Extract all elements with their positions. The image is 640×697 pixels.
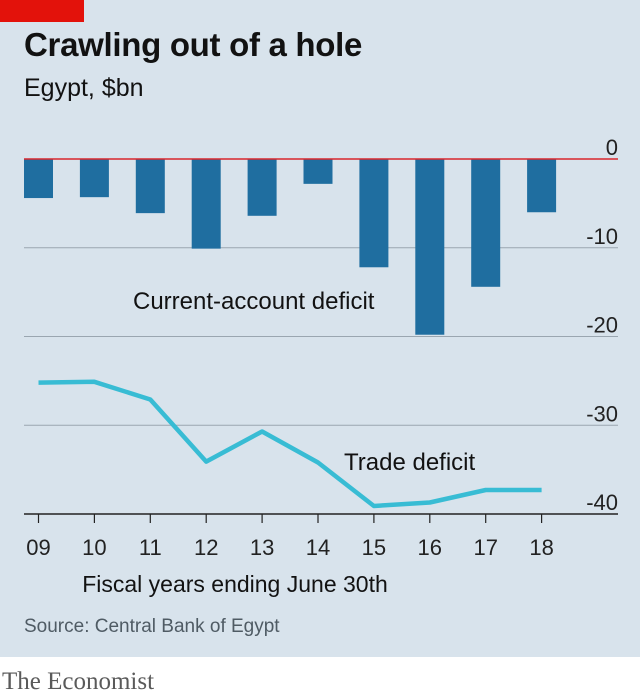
chart-panel [0, 0, 640, 657]
y-tick-label: -20 [586, 313, 618, 338]
x-tick-label: 14 [306, 535, 330, 560]
y-tick-label: -10 [586, 224, 618, 249]
x-axis-label: Fiscal years ending June 30th [82, 571, 388, 597]
y-tick-label: -40 [586, 490, 618, 515]
trade-deficit-line [38, 379, 542, 509]
x-tick-label: 10 [82, 535, 106, 560]
chart-area: 0 -10 -20 -30 -40 Current-account deficit Trad… [24, 135, 618, 597]
bar [135, 159, 165, 214]
chart-subtitle: Egypt, $bn [24, 74, 144, 102]
x-tick-label: 12 [194, 535, 218, 560]
x-tick-label: 15 [362, 535, 386, 560]
bar [359, 159, 389, 268]
x-tick-label: 09 [26, 535, 50, 560]
x-tick-label: 13 [250, 535, 274, 560]
y-tick-label: 0 [606, 135, 618, 160]
bar [24, 159, 53, 199]
x-tick-label: 17 [473, 535, 497, 560]
chart-title: Crawling out of a hole [24, 26, 363, 63]
x-tick-label: 11 [139, 535, 162, 560]
series-label-current-account: Current-account deficit [133, 288, 375, 315]
bar [191, 159, 221, 249]
bar [415, 159, 445, 335]
bar [303, 159, 333, 184]
bar [247, 159, 277, 216]
series-label-trade: Trade deficit [344, 449, 476, 476]
bar [527, 159, 557, 213]
source-note: Source: Central Bank of Egypt [24, 616, 280, 637]
x-tick-label: 18 [529, 535, 553, 560]
brand-tag [0, 0, 84, 22]
publisher-brand: The Economist [2, 668, 155, 695]
y-tick-label: -30 [586, 401, 618, 426]
bar [79, 159, 109, 198]
bar [471, 159, 501, 287]
x-tick-label: 16 [418, 535, 442, 560]
